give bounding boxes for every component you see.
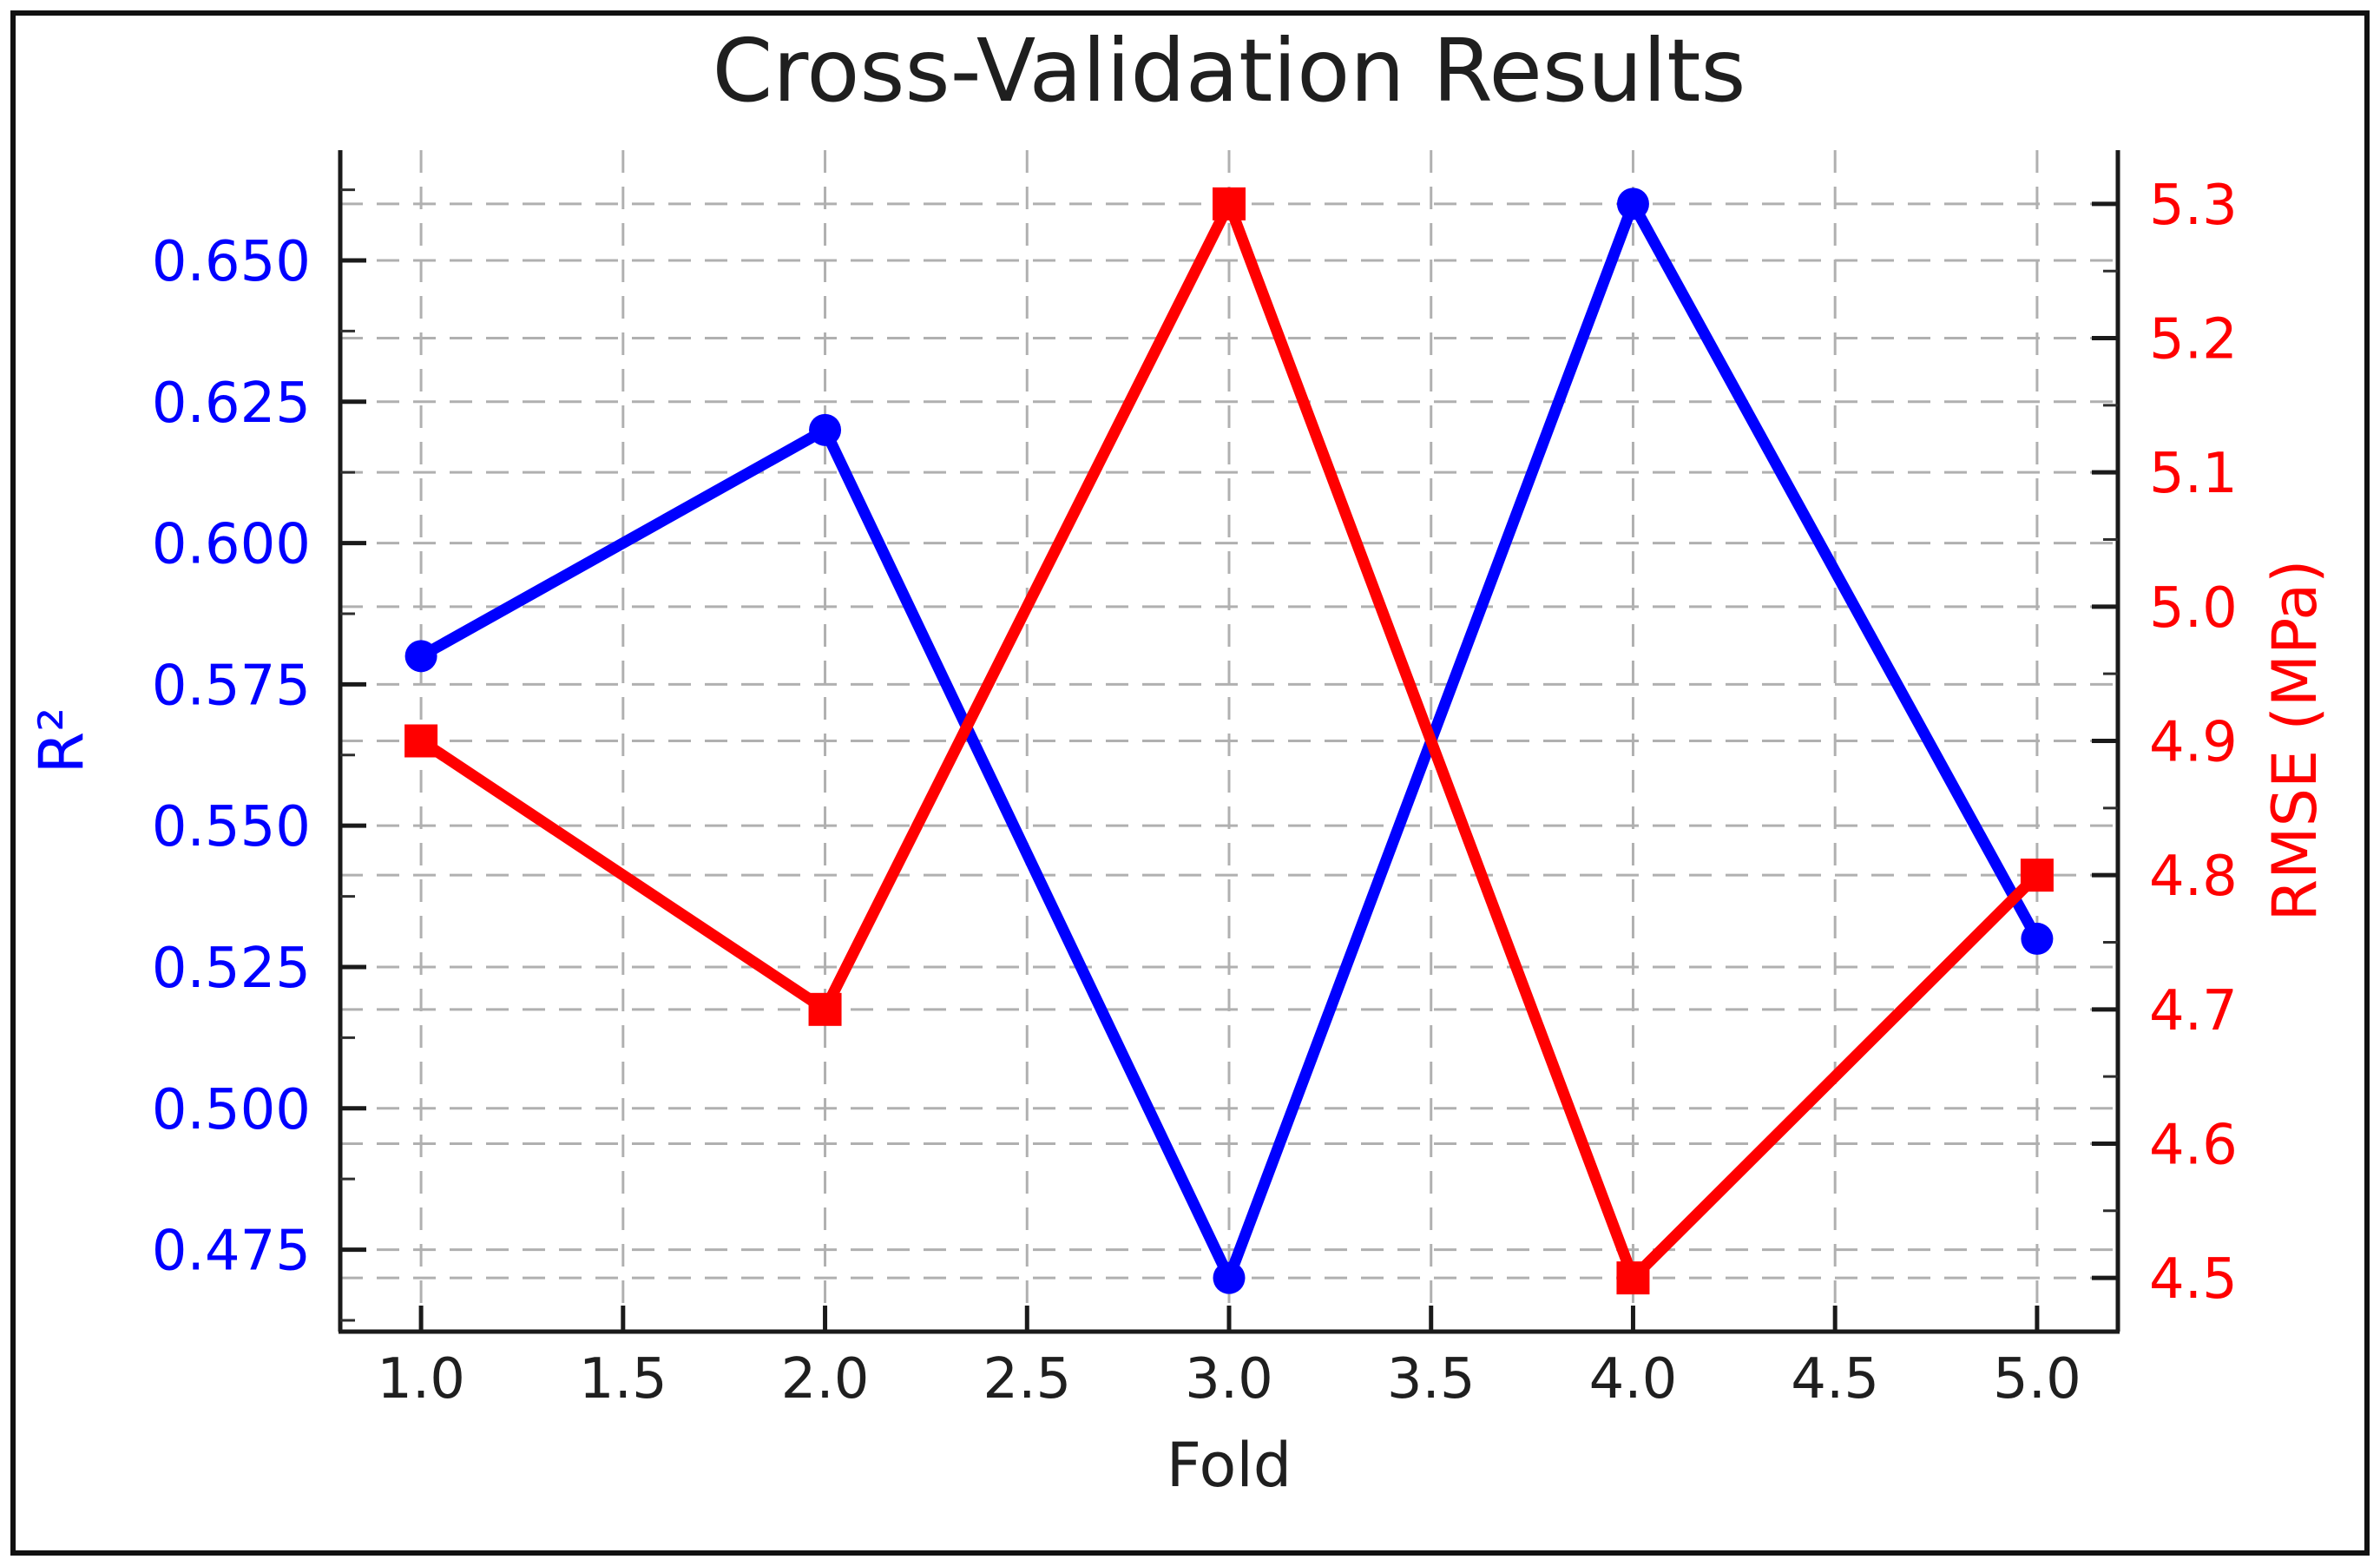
left-y-tick-label: 0.525 [152, 937, 311, 1001]
right-y-tick-label: 4.8 [2149, 845, 2238, 909]
r2-data-point [2021, 922, 2054, 955]
r2-data-point [404, 640, 437, 673]
x-tick-label: 4.5 [1791, 1347, 1879, 1411]
right-y-tick-label: 5.2 [2149, 308, 2238, 372]
tick-marks [340, 188, 2118, 1332]
right-y-tick-label: 4.7 [2149, 979, 2238, 1043]
x-tick-label: 1.0 [377, 1347, 465, 1411]
y-axis-label-right: RMSE (MPa) [2259, 560, 2331, 922]
y-axis-label-left: R² [26, 707, 97, 774]
left-tick-labels: 0.475 0.500 0.525 0.550 0.575 0.600 0.625 0.650 [152, 230, 311, 1284]
rmse-data-point [404, 724, 438, 758]
right-y-tick-label: 5.0 [2149, 576, 2238, 641]
r2-data-point [1213, 1261, 1246, 1294]
rmse-data-point [808, 992, 842, 1026]
r2-data-point [809, 413, 842, 446]
data-series [404, 187, 2054, 1295]
x-tick-label: 2.5 [983, 1347, 1071, 1411]
x-tick-label: 3.0 [1185, 1347, 1273, 1411]
right-y-tick-label: 4.9 [2149, 711, 2238, 775]
x-tick-label: 1.5 [579, 1347, 667, 1411]
x-tick-label: 5.0 [1993, 1347, 2081, 1411]
left-y-tick-label: 0.625 [152, 372, 311, 436]
left-y-tick-label: 0.600 [152, 513, 311, 577]
right-y-tick-label: 4.6 [2149, 1113, 2238, 1177]
right-tick-labels: 4.5 4.6 4.7 4.8 4.9 5.0 5.1 5.2 5.3 [2149, 174, 2238, 1312]
chart-title: Cross-Validation Results [712, 20, 1746, 122]
left-y-tick-label: 0.650 [152, 230, 311, 294]
left-y-tick-label: 0.575 [152, 654, 311, 718]
x-tick-label: 4.0 [1589, 1347, 1678, 1411]
x-tick-label: 3.5 [1387, 1347, 1476, 1411]
r2-data-point [1616, 188, 1649, 220]
left-y-tick-label: 0.475 [152, 1220, 311, 1284]
x-tick-label: 2.0 [781, 1347, 870, 1411]
x-axis-label: Fold [1167, 1430, 1292, 1501]
gridlines [340, 150, 2118, 1332]
right-y-tick-label: 5.3 [2149, 174, 2238, 238]
rmse-data-point [2020, 859, 2054, 892]
right-y-tick-label: 5.1 [2149, 442, 2238, 506]
left-y-tick-label: 0.550 [152, 795, 311, 859]
left-y-tick-label: 0.500 [152, 1078, 311, 1142]
right-y-tick-label: 4.5 [2149, 1247, 2238, 1312]
x-tick-labels: 1.0 1.5 2.0 2.5 3.0 3.5 4.0 4.5 5.0 [377, 1347, 2081, 1411]
rmse-data-point [1213, 187, 1246, 220]
rmse-data-point [1616, 1261, 1650, 1295]
